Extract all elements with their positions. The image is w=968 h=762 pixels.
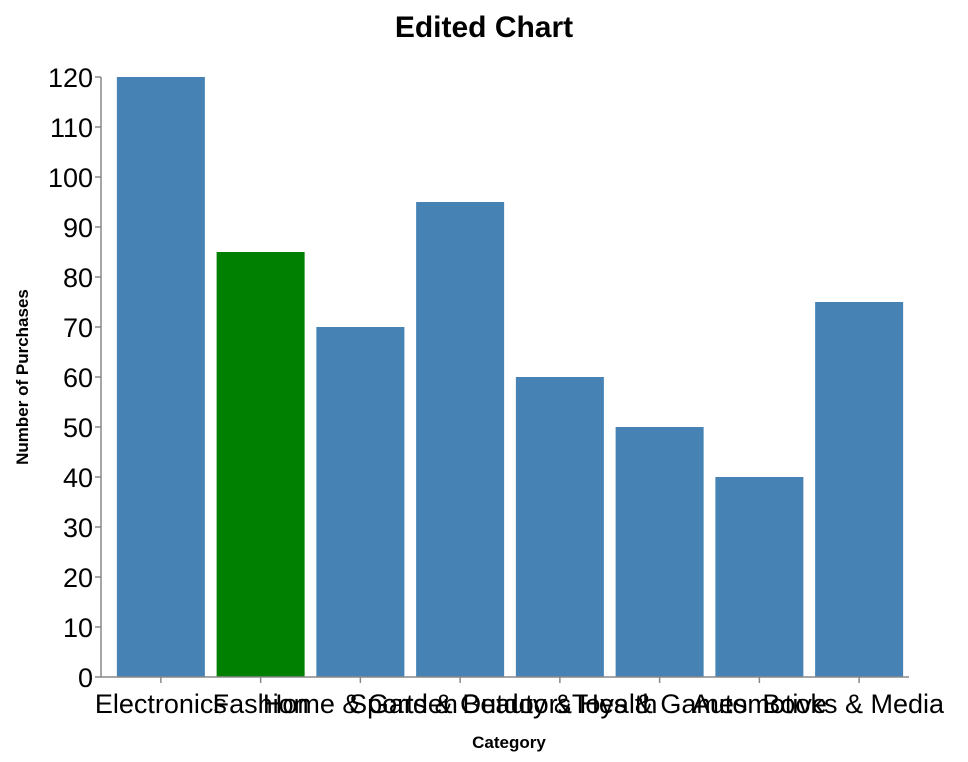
bar[interactable]: [316, 327, 405, 677]
bar[interactable]: [815, 302, 904, 677]
x-tick-label: Fashion: [213, 689, 309, 719]
y-tick-label: 10: [63, 613, 93, 643]
y-tick-label: 0: [78, 663, 93, 693]
y-tick-label: 60: [63, 363, 93, 393]
y-tick-label: 20: [63, 563, 93, 593]
x-tick-label: Automotive: [692, 689, 827, 719]
bar[interactable]: [216, 252, 305, 677]
y-tick-label: 100: [48, 163, 93, 193]
bar[interactable]: [515, 377, 604, 677]
y-tick-label: 110: [50, 113, 93, 143]
bar[interactable]: [715, 477, 804, 677]
y-tick-label: 30: [63, 513, 93, 543]
x-tick-label: Toys & Games: [572, 689, 748, 719]
x-axis-title: Category: [472, 733, 546, 752]
y-tick-label: 80: [63, 263, 93, 293]
bars-group: [116, 77, 904, 677]
bar[interactable]: [116, 77, 205, 677]
bar[interactable]: [615, 427, 704, 677]
y-tick-label: 40: [63, 463, 93, 493]
x-tick-label: Sports & Outdoors: [349, 689, 571, 719]
y-tick-label: 50: [63, 413, 93, 443]
y-tick-label: 70: [63, 313, 93, 343]
x-tick-label: Home & Garden: [263, 689, 458, 719]
bar[interactable]: [416, 202, 505, 677]
y-axis-title: Number of Purchases: [13, 289, 32, 465]
chart-title: Edited Chart: [395, 11, 573, 44]
y-axis: 0 10 20 30 40 50 60 70 80 90 100 110 120: [48, 63, 102, 693]
y-tick-label: 90: [63, 213, 93, 243]
x-tick-label: Electronics: [95, 689, 227, 719]
x-tick-label: Beauty & Health: [462, 689, 657, 719]
y-tick-label: 120: [48, 63, 93, 93]
x-tick-label: Books & Media: [762, 689, 945, 719]
